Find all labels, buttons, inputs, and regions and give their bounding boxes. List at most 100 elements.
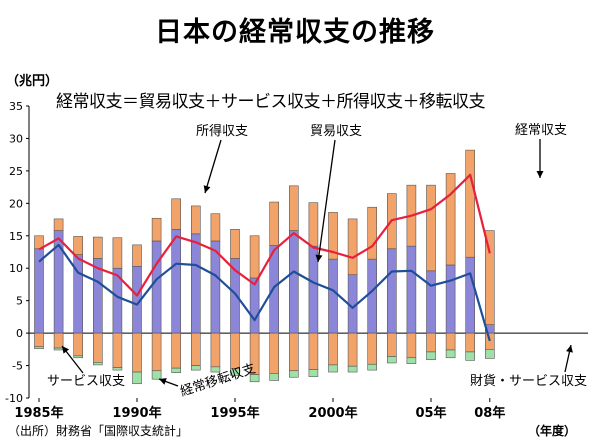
line-current-account [38, 173, 491, 297]
bar-income [171, 198, 181, 230]
bar-transfers [288, 370, 299, 378]
arrow-services-head [62, 346, 70, 354]
bar-trade [73, 254, 83, 334]
x-tick-label: 1995年 [210, 405, 259, 421]
x-tick-label: 05年 [415, 405, 446, 421]
bar-trade [445, 264, 456, 334]
y-tick-label: -5 [12, 360, 23, 373]
bar-transfers [249, 374, 260, 383]
x-tick-label: 1985年 [14, 405, 63, 421]
x-tick-label: 2000年 [308, 405, 357, 421]
arrow-current-account-head [536, 171, 544, 178]
annotation-current-account: 経常収支 [515, 123, 567, 138]
bar-trade [406, 245, 417, 334]
bar-trade [328, 258, 338, 334]
bar-transfers [308, 369, 319, 377]
bar-trade [386, 248, 397, 334]
bar-services [386, 332, 397, 357]
bar-transfers [269, 373, 280, 381]
formula-subtitle: 経常収支＝貿易収支＋サービス収支＋所得収支＋移転収支 [56, 92, 486, 112]
bar-services [269, 332, 280, 374]
y-tick-label: 25 [9, 165, 23, 178]
bar-income [53, 218, 64, 231]
annotation-goods-services: 財貨・サービス収支 [470, 373, 587, 389]
bar-services [210, 332, 221, 368]
bar-trade [367, 258, 378, 334]
bar-trade [288, 230, 299, 334]
bar-services [132, 332, 142, 373]
y-tick-label: 35 [9, 100, 23, 113]
bar-services [191, 332, 201, 366]
bar-services [445, 332, 456, 351]
bar-income [308, 202, 319, 247]
bar-income [328, 212, 338, 260]
bar-services [367, 332, 378, 365]
annotation-trade: 貿易収支 [310, 124, 362, 139]
bar-income [132, 244, 142, 267]
bar-services [73, 332, 83, 357]
bar-income [191, 205, 201, 235]
arrow-trade-head [315, 254, 323, 262]
bar-transfers [53, 347, 64, 351]
bar-services [112, 332, 123, 368]
bar-transfers [328, 364, 338, 373]
bar-services [230, 332, 240, 370]
bar-transfers [171, 367, 181, 373]
bar-income [93, 236, 103, 259]
y-tick-label: 10 [9, 262, 23, 275]
bar-transfers [347, 365, 358, 373]
y-tick-label: 0 [16, 327, 23, 340]
bar-income [249, 235, 260, 279]
bar-services [406, 332, 417, 359]
bar-services [53, 332, 64, 349]
bar-income [269, 201, 280, 246]
bar-transfers [112, 367, 123, 371]
bar-transfers [73, 355, 83, 359]
bar-trade [249, 277, 260, 334]
bar-trade [191, 233, 201, 334]
bar-transfers [230, 368, 240, 376]
bar-trade [426, 270, 436, 334]
y-tick-label: -10 [5, 392, 23, 405]
bar-services [328, 332, 338, 366]
bar-transfers [484, 349, 495, 359]
arrow-income [204, 139, 222, 194]
bar-transfers [465, 351, 476, 361]
bar-transfers [445, 349, 456, 359]
bar-services [171, 332, 181, 369]
bar-income [230, 228, 240, 259]
y-tick-label: 5 [16, 295, 23, 308]
bar-transfers [191, 365, 201, 371]
bar-income [484, 230, 495, 325]
bar-income [426, 184, 436, 272]
arrow-transfers-head [159, 378, 167, 385]
bar-services [288, 332, 299, 372]
bar-income [210, 213, 221, 242]
bar-transfers [406, 357, 417, 364]
bar-services [465, 332, 476, 353]
bar-trade [465, 256, 476, 334]
bar-transfers [210, 366, 221, 373]
x-tick-label: 08年 [474, 405, 505, 421]
source-note: （出所）財務省「国際収支統計」 [8, 424, 189, 438]
bar-trade [171, 228, 181, 334]
bar-income [151, 217, 162, 242]
x-tick-label: 1990年 [112, 405, 161, 421]
y-tick-label: 15 [9, 230, 23, 243]
bar-services [426, 332, 436, 353]
arrow-trade [317, 139, 336, 263]
arrow-income-head [203, 185, 211, 193]
bar-trade [269, 245, 280, 334]
chart-title: 日本の経常収支の推移 [155, 17, 435, 48]
bar-transfers [34, 346, 44, 349]
bar-income [288, 185, 299, 231]
bar-transfers [386, 356, 397, 364]
bar-transfers [426, 351, 436, 361]
bar-services [34, 332, 44, 348]
bar-transfers [132, 371, 142, 385]
line-goods-services [38, 243, 491, 342]
bar-income [445, 173, 456, 266]
x-axis-unit-label: （年度） [528, 424, 577, 438]
bar-income [367, 206, 378, 260]
